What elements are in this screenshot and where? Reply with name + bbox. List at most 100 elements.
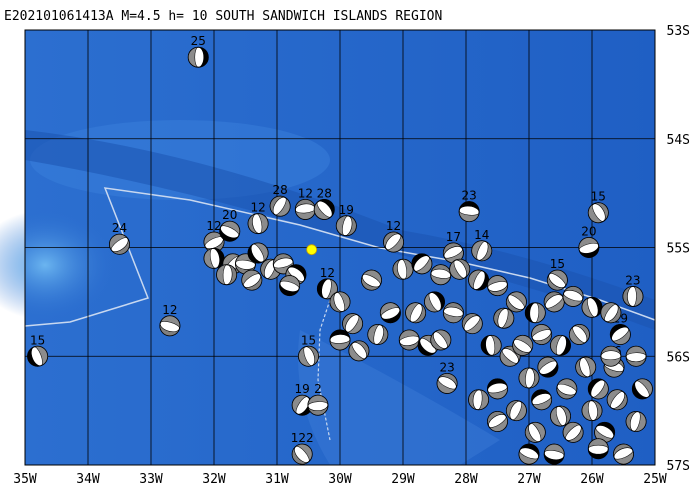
beachball-quadrant	[329, 291, 351, 313]
compressional-area	[557, 378, 578, 393]
beachball-quadrant	[487, 411, 508, 432]
depth-label: 122	[291, 431, 314, 445]
beachball	[543, 291, 565, 313]
beachball	[600, 302, 622, 324]
compressional-area	[563, 286, 584, 300]
compressional-area	[512, 401, 527, 421]
beachball	[458, 201, 480, 223]
compressional-area	[256, 213, 269, 234]
depth-label: 20	[581, 225, 596, 239]
beachball	[442, 302, 464, 324]
map-frame	[24, 29, 656, 466]
beachball	[411, 253, 433, 275]
beachball	[537, 356, 559, 378]
beachball	[187, 46, 209, 68]
compressional-area	[295, 443, 313, 462]
beachball	[562, 285, 584, 307]
focal-mechanisms: 2524121528122819122012122315142015232916…	[27, 34, 653, 465]
compressional-area	[632, 380, 649, 400]
compressional-area	[582, 356, 596, 377]
beachball	[625, 411, 647, 432]
compressional-area	[159, 315, 181, 329]
beachball-quadrant	[367, 324, 389, 345]
lon-label: 25W	[643, 472, 667, 487]
lon-label: 27W	[517, 472, 541, 487]
beachball-quadrant	[411, 253, 433, 275]
beachball-quadrant	[588, 378, 609, 400]
beachball	[531, 389, 553, 411]
depth-label: 12	[320, 266, 335, 280]
beachball-quadrant	[307, 394, 329, 416]
beachball-quadrant	[187, 46, 209, 68]
beachball-quadrant	[613, 443, 634, 465]
lat-label: 57S	[667, 459, 690, 474]
beachball-quadrant	[550, 335, 571, 356]
beachball-quadrant	[430, 264, 452, 285]
compressional-area	[578, 244, 600, 258]
lon-label: 34W	[76, 472, 100, 487]
beachball	[543, 443, 565, 465]
compressional-area	[458, 210, 480, 222]
compressional-area	[562, 422, 581, 440]
lat-label: 53S	[667, 24, 690, 39]
beachball-quadrant	[632, 378, 653, 400]
beachball	[556, 378, 578, 400]
beachball-quadrant	[480, 335, 502, 356]
compressional-area	[33, 346, 48, 366]
beachball	[307, 394, 329, 416]
beachball	[609, 324, 631, 345]
compressional-area	[581, 297, 596, 318]
beachball-quadrant	[518, 367, 540, 389]
beachball	[216, 264, 238, 286]
beachball	[613, 443, 634, 465]
lon-label: 29W	[391, 472, 415, 487]
beachball	[471, 240, 493, 262]
beachball-quadrant	[622, 286, 644, 307]
beachball-quadrant	[247, 242, 269, 264]
beachball-quadrant	[537, 356, 559, 378]
beachball	[241, 269, 263, 291]
beachball	[379, 302, 401, 324]
lat-label: 55S	[667, 242, 690, 257]
beachball	[524, 421, 546, 443]
beachball-quadrant	[383, 231, 404, 253]
beachball-quadrant	[578, 237, 600, 258]
beachball-quadrant	[581, 400, 603, 421]
compressional-area	[401, 259, 414, 280]
beachball-quadrant	[159, 315, 181, 337]
beachball-quadrant	[506, 291, 527, 313]
depth-label: 17	[446, 230, 461, 244]
beachball-quadrant	[399, 329, 420, 351]
compressional-area	[344, 215, 357, 237]
compressional-area	[317, 199, 335, 218]
beachball	[625, 345, 647, 367]
compressional-area	[375, 324, 389, 345]
beachball	[405, 302, 427, 324]
compressional-area	[610, 324, 629, 341]
compressional-area	[212, 248, 225, 269]
beachball-quadrant	[625, 411, 647, 432]
depth-label: 12	[162, 303, 177, 317]
beachball-quadrant	[610, 324, 631, 345]
depth-label: 19	[339, 203, 354, 217]
compressional-area	[531, 396, 552, 410]
beachball	[505, 400, 527, 422]
beachball-quadrant	[606, 389, 628, 410]
beachball-quadrant	[392, 259, 414, 280]
beachball-quadrant	[543, 291, 565, 313]
beachball-quadrant	[348, 340, 370, 362]
beachball-quadrant	[216, 264, 237, 285]
compressional-area	[203, 231, 224, 247]
beachball-quadrant	[380, 302, 401, 323]
beachball	[269, 195, 291, 217]
beachball-quadrant	[269, 195, 291, 217]
compressional-area	[581, 400, 594, 421]
depth-label: 23	[462, 189, 477, 203]
compressional-area	[430, 331, 447, 351]
depth-label: 15	[591, 190, 606, 204]
beachball-quadrant	[588, 202, 609, 223]
beachball-quadrant	[219, 220, 241, 242]
beachball-quadrant	[436, 373, 458, 394]
compressional-area	[545, 296, 565, 313]
